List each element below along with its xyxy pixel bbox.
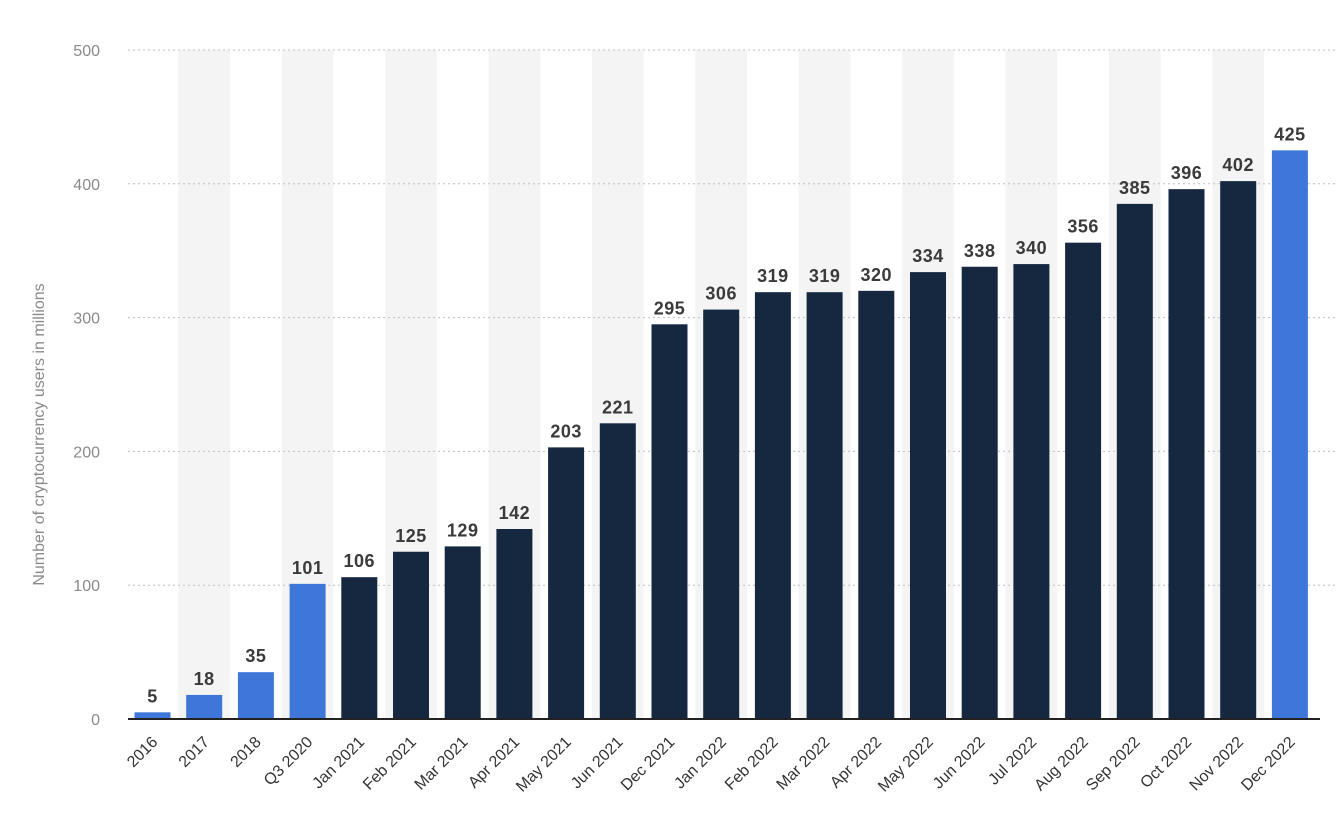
data-label: 356 xyxy=(1067,217,1099,237)
bar xyxy=(651,324,688,719)
bar xyxy=(289,583,326,719)
bar xyxy=(496,529,533,719)
bar xyxy=(910,272,946,719)
bar xyxy=(703,309,740,719)
bars xyxy=(134,150,1308,720)
data-label: 334 xyxy=(912,246,944,266)
x-tick-label: Sep 2022 xyxy=(1083,734,1144,795)
data-label: 338 xyxy=(964,241,996,261)
data-label: 319 xyxy=(757,266,789,286)
data-label: 425 xyxy=(1274,124,1306,144)
x-tick-label: Jan 2022 xyxy=(671,734,730,793)
bar xyxy=(1220,181,1257,719)
data-label: 340 xyxy=(1016,238,1048,258)
data-label: 5 xyxy=(147,686,158,706)
bar xyxy=(1013,264,1050,719)
x-tick-label: Jan 2021 xyxy=(310,734,369,793)
bar xyxy=(806,292,843,719)
data-label: 129 xyxy=(447,520,479,540)
data-label: 142 xyxy=(499,503,531,523)
y-tick-label: 100 xyxy=(73,578,100,595)
data-label: 306 xyxy=(705,284,737,304)
y-tick-label: 200 xyxy=(73,444,100,461)
data-label: 295 xyxy=(654,298,686,318)
x-tick-label: May 2021 xyxy=(513,734,575,796)
data-label: 319 xyxy=(809,266,841,286)
y-axis-ticks: 0 100 200 300 400 500 xyxy=(73,43,100,729)
data-label: 18 xyxy=(194,669,215,689)
x-tick-label: 2016 xyxy=(124,734,161,771)
y-tick-label: 400 xyxy=(73,177,100,194)
x-tick-label: Mar 2021 xyxy=(412,734,472,794)
data-labels: 5 18 35 101 106 125 129 142 203 221 295 306 319 319 32… xyxy=(147,124,1305,706)
data-label: 35 xyxy=(245,646,266,666)
x-tick-label: 2017 xyxy=(176,734,213,771)
data-label: 203 xyxy=(550,421,582,441)
background-band xyxy=(178,50,231,719)
bar xyxy=(1271,150,1308,720)
bar xyxy=(599,423,636,719)
y-axis-label: Number of cryptocurrency users in millio… xyxy=(31,283,48,585)
data-label: 101 xyxy=(292,558,324,578)
x-tick-label: Mar 2022 xyxy=(774,734,834,794)
data-label: 221 xyxy=(602,397,634,417)
y-tick-label: 0 xyxy=(91,712,100,729)
data-label: 125 xyxy=(395,526,427,546)
data-label: 402 xyxy=(1222,155,1254,175)
bar xyxy=(237,672,274,719)
bar xyxy=(1168,189,1205,720)
bar xyxy=(1116,203,1153,719)
bar xyxy=(858,290,895,719)
data-label: 396 xyxy=(1171,163,1203,183)
bar xyxy=(961,266,998,719)
x-tick-label: May 2022 xyxy=(875,734,937,796)
bar xyxy=(444,546,481,719)
x-tick-label: Dec 2021 xyxy=(618,734,679,795)
y-tick-label: 500 xyxy=(73,43,100,60)
data-label: 320 xyxy=(861,265,893,285)
x-tick-label: Feb 2021 xyxy=(360,734,420,794)
bar xyxy=(548,447,585,719)
y-tick-label: 300 xyxy=(73,311,100,328)
x-tick-label: Q3 2020 xyxy=(261,734,316,789)
data-label: 106 xyxy=(344,551,376,571)
x-tick-label: Aug 2022 xyxy=(1031,734,1092,795)
bar xyxy=(393,551,429,719)
bar xyxy=(134,712,171,719)
x-tick-label: Feb 2022 xyxy=(722,734,782,794)
data-label: 385 xyxy=(1119,178,1151,198)
bar xyxy=(754,292,791,719)
x-tick-label: 2018 xyxy=(228,734,265,771)
bar xyxy=(186,694,223,719)
gridlines xyxy=(128,49,1337,586)
bar xyxy=(341,577,378,719)
bar xyxy=(1065,242,1102,719)
x-tick-label: Dec 2022 xyxy=(1238,734,1299,795)
x-tick-label: Nov 2022 xyxy=(1187,734,1248,795)
x-tick-label: Jun 2022 xyxy=(930,734,989,793)
